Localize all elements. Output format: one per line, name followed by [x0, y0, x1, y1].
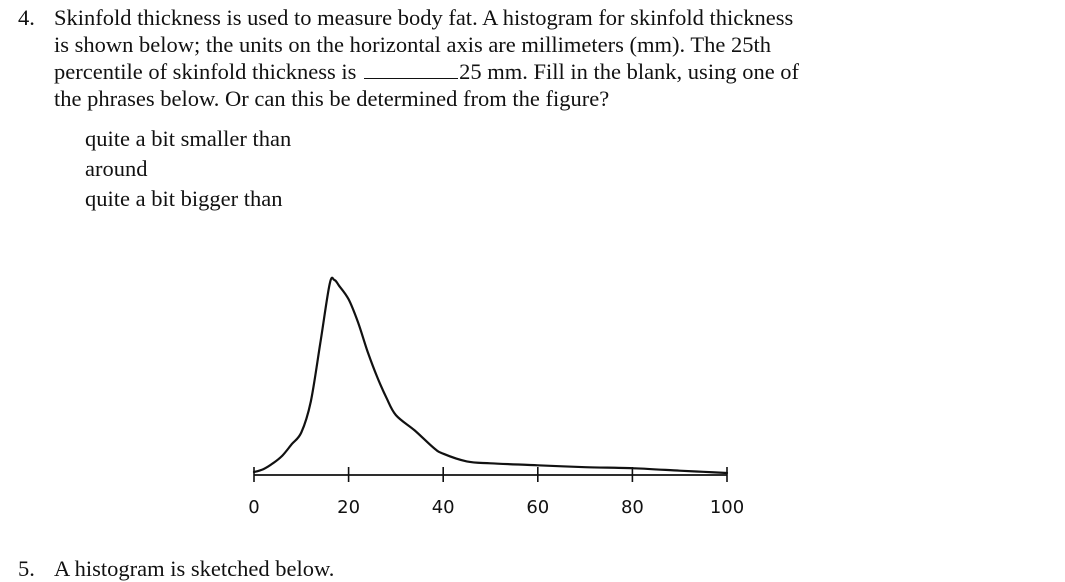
x-tick-label-0: 0 — [248, 497, 259, 518]
option-around: around — [85, 156, 148, 181]
x-tick-labels: 0 20 40 60 80 100 — [248, 497, 744, 518]
question-line-3: percentile of skinfold thickness is 25 m… — [18, 58, 1028, 85]
x-tick-label-100: 100 — [710, 497, 744, 518]
question-text-line-1: Skinfold thickness is used to measure bo… — [54, 5, 794, 30]
x-tick-label-40: 40 — [432, 497, 455, 518]
x-axis — [253, 467, 728, 482]
question-5: 5. A histogram is sketched below. — [18, 555, 334, 582]
option-smaller: quite a bit smaller than — [85, 126, 292, 151]
question-text-before-blank: percentile of skinfold thickness is — [54, 59, 357, 84]
question-5-number: 5. — [18, 556, 35, 581]
distribution-curve — [252, 276, 729, 475]
x-tick-label-60: 60 — [526, 497, 549, 518]
question-number: 4. — [18, 5, 35, 30]
question-line-4: the phrases below. Or can this be determ… — [54, 86, 610, 111]
question-4: 4. Skinfold thickness is used to measure … — [18, 4, 1028, 112]
distribution-curve-group — [252, 276, 729, 475]
histogram-sketch: 0 20 40 60 80 100 — [248, 276, 744, 518]
x-tick-label-20: 20 — [337, 497, 360, 518]
x-tick-label-80: 80 — [621, 497, 644, 518]
answer-options: quite a bit smaller than around quite a … — [85, 124, 291, 214]
option-bigger: quite a bit bigger than — [85, 186, 283, 211]
question-5-text: A histogram is sketched below. — [54, 556, 335, 581]
question-text-after-blank: 25 mm. Fill in the blank, using one of — [459, 59, 800, 84]
question-line-1: 4. Skinfold thickness is used to measure … — [18, 4, 1028, 31]
histogram-figure: 0 20 40 60 80 100 — [230, 260, 790, 530]
question-line-2: is shown below; the units on the horizon… — [54, 32, 771, 57]
fill-in-blank — [364, 60, 459, 79]
